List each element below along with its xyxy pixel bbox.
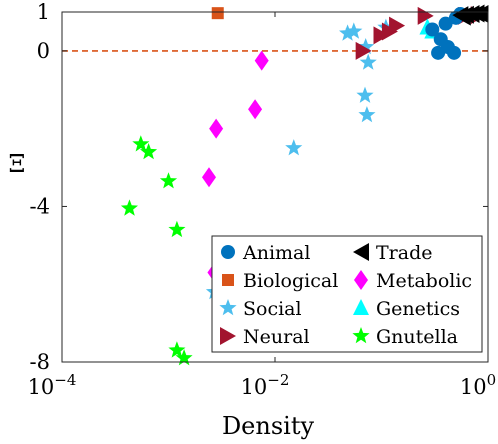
legend-marker-neural [220,327,236,345]
y-tick-label: 1 [37,0,50,24]
legend-marker-gnutella [352,327,370,344]
x-tick-label: 10−2 [241,371,290,399]
neural-point [373,26,390,45]
gnutella-point [120,199,138,216]
metabolic-point [248,99,263,120]
legend-marker-trade [353,243,369,261]
social-point [357,38,375,55]
metabolic-point [254,50,269,71]
gnutella-point [168,341,186,358]
legend-label-biological: Biological [243,270,338,292]
x-tick-label: 10−4 [28,371,77,399]
animal-point [438,16,453,31]
metabolic-point [209,118,224,139]
y-tick-label: -4 [30,194,50,218]
gnutella-point [140,143,158,160]
gnutella-point [175,349,193,366]
social-point [358,106,376,123]
biological-point [211,7,224,20]
neural-point [389,16,406,35]
y-tick-label: 0 [37,39,50,63]
legend-label-animal: Animal [242,242,310,264]
neural-point [355,41,372,60]
legend-label-metabolic: Metabolic [376,270,472,292]
social-point [285,139,303,156]
social-point [345,22,363,39]
legend-box [211,235,483,353]
legend-marker-biological [222,274,234,286]
x-tick-label: 100 [460,371,496,399]
legend-marker-genetics [353,299,369,315]
neural-point [417,6,434,25]
gnutella-point [132,135,150,152]
animal-point [425,22,440,37]
social-point [359,53,377,70]
gnutella-point [159,172,178,189]
legend-marker-metabolic [354,270,368,290]
legend-marker-animal [221,245,235,259]
animal-point [447,45,462,60]
y-axis-label: Ξ [9,150,26,178]
legend-label-neural: Neural [243,326,310,348]
x-axis-label: Density [222,412,315,440]
legend-label-trade: Trade [376,242,433,264]
social-point [356,86,374,103]
legend-label-gnutella: Gnutella [376,326,458,348]
gnutella-point [168,220,186,238]
legend-label-genetics: Genetics [376,298,460,320]
legend-label-social: Social [243,298,302,320]
trade-point [472,4,489,23]
social-point [339,24,357,41]
metabolic-point [201,167,216,188]
y-tick-label: -8 [30,350,50,374]
legend-marker-social [219,299,237,316]
